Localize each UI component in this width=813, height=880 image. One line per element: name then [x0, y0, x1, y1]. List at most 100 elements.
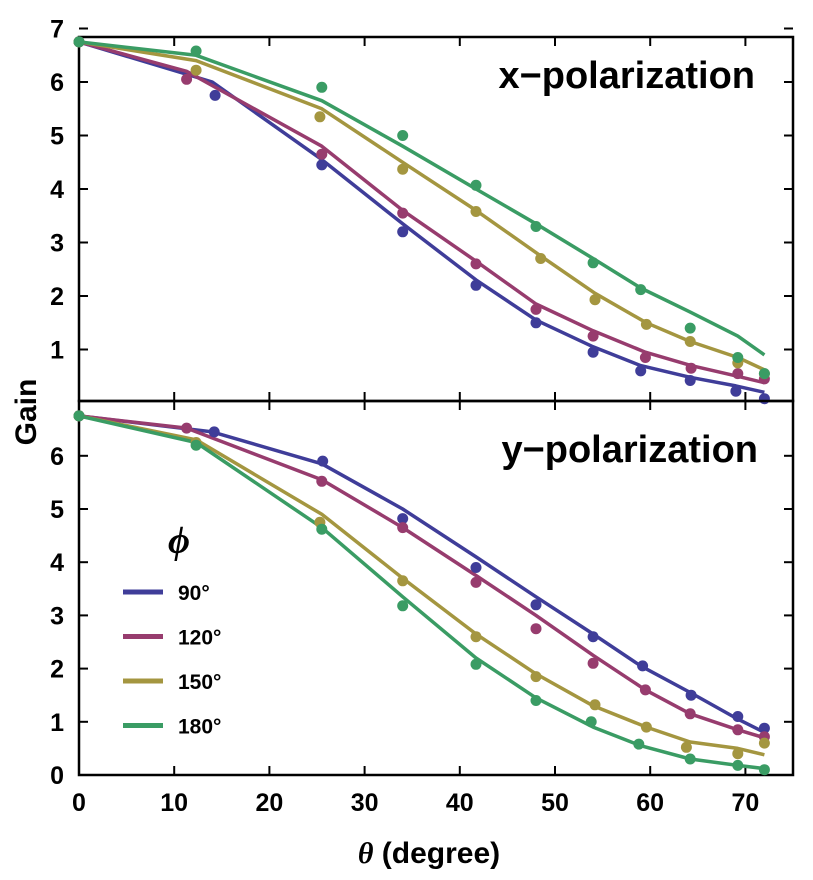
data-point-180deg [684, 753, 696, 765]
legend-label-150deg: 150° [178, 671, 221, 694]
data-point-90deg [587, 631, 599, 643]
data-point-90deg [758, 393, 770, 405]
x-tick-label: 10 [160, 789, 188, 817]
legend-label-180deg: 180° [178, 716, 221, 739]
data-point-180deg [635, 284, 647, 296]
data-point-180deg [316, 81, 328, 93]
data-point-180deg [587, 257, 599, 269]
panel-title-y: y−polarization [501, 429, 758, 471]
data-point-150deg [589, 699, 601, 711]
x-axis-label: θ (degree) [358, 837, 500, 870]
panel-x-polarization: 1 2 3 4 5 6 7 x−polarization [50, 16, 795, 405]
data-point-90deg [209, 89, 221, 101]
y-tick-label: 2 [50, 283, 64, 311]
data-point-180deg [190, 439, 202, 451]
data-point-180deg [732, 352, 744, 363]
data-point-150deg [314, 111, 326, 123]
y-tick-label: 3 [50, 230, 64, 258]
series-line-90deg [78, 414, 766, 734]
y-tick-label: 5 [50, 123, 64, 151]
y-tick-label: 4 [50, 176, 64, 204]
series-points-top [73, 36, 770, 405]
data-point-180deg [470, 179, 482, 191]
data-point-90deg [208, 426, 220, 438]
data-point-90deg [685, 689, 697, 701]
data-point-180deg [530, 221, 542, 232]
series-line-120deg [78, 414, 765, 740]
data-point-180deg [73, 36, 85, 48]
data-point-90deg [470, 279, 482, 291]
data-point-120deg [639, 684, 651, 696]
data-point-150deg [684, 336, 696, 347]
y-tick-label: 1 [50, 337, 64, 365]
data-point-120deg [530, 623, 542, 635]
series-points-bottom [73, 410, 770, 776]
data-point-120deg [316, 148, 328, 160]
data-point-180deg [73, 410, 85, 422]
data-point-150deg [640, 721, 652, 733]
y-tick-label: 2 [50, 656, 64, 684]
y-tick-label: 4 [50, 549, 64, 577]
data-point-180deg [190, 45, 202, 57]
y-axis-label: Gain [10, 379, 43, 446]
data-point-120deg [470, 576, 482, 588]
legend-label-90deg: 90° [178, 582, 210, 605]
data-point-120deg [181, 73, 193, 85]
data-point-120deg [316, 475, 328, 487]
x-tick-label: 70 [731, 789, 759, 817]
legend-label-120deg: 120° [178, 627, 221, 650]
plot-frame-bottom [77, 399, 795, 777]
data-point-120deg [685, 362, 697, 374]
data-point-180deg [470, 658, 482, 670]
data-point-90deg [317, 455, 329, 467]
data-point-120deg [684, 708, 696, 720]
y-tick-label: 6 [50, 69, 64, 97]
x-tick-label: 60 [636, 789, 664, 817]
data-point-90deg [530, 317, 542, 329]
data-point-150deg [758, 737, 770, 749]
data-point-90deg [530, 599, 542, 611]
data-point-180deg [397, 130, 409, 141]
data-point-90deg [397, 513, 409, 525]
legend-title: ϕ [168, 520, 190, 562]
data-point-90deg [684, 375, 696, 386]
data-point-150deg [589, 294, 601, 306]
x-tick-label: 20 [255, 789, 283, 817]
y-tick-label: 5 [50, 496, 64, 524]
x-tick-label: 30 [351, 789, 379, 817]
data-point-150deg [680, 741, 692, 753]
data-point-150deg [397, 575, 409, 587]
data-point-150deg [640, 318, 652, 330]
data-point-150deg [470, 206, 482, 217]
data-point-90deg [397, 226, 409, 238]
data-point-120deg [530, 303, 542, 315]
data-point-90deg [316, 159, 328, 171]
data-point-120deg [397, 207, 409, 219]
data-point-90deg [637, 660, 649, 672]
x-tick-label: 0 [72, 789, 86, 817]
data-point-180deg [585, 716, 597, 728]
data-point-180deg [530, 695, 542, 706]
data-point-90deg [470, 562, 482, 573]
data-point-90deg [635, 365, 647, 377]
x-axis-text: (degree) [373, 837, 500, 870]
y-tick-label: 6 [50, 443, 64, 471]
data-point-120deg [732, 368, 744, 380]
y-tick-label: 7 [50, 16, 64, 44]
data-point-150deg [530, 671, 542, 683]
data-point-90deg [732, 711, 744, 722]
data-point-120deg [587, 657, 599, 669]
data-point-90deg [730, 385, 742, 397]
data-point-120deg [470, 258, 482, 270]
data-point-150deg [397, 163, 409, 175]
panel-title-x: x−polarization [498, 55, 755, 97]
data-point-120deg [397, 522, 409, 534]
data-point-180deg [758, 368, 770, 380]
data-point-120deg [181, 422, 193, 434]
data-point-150deg [732, 748, 744, 760]
data-point-120deg [639, 352, 651, 363]
data-point-180deg [633, 738, 645, 750]
y-tick-label: 3 [50, 602, 64, 630]
